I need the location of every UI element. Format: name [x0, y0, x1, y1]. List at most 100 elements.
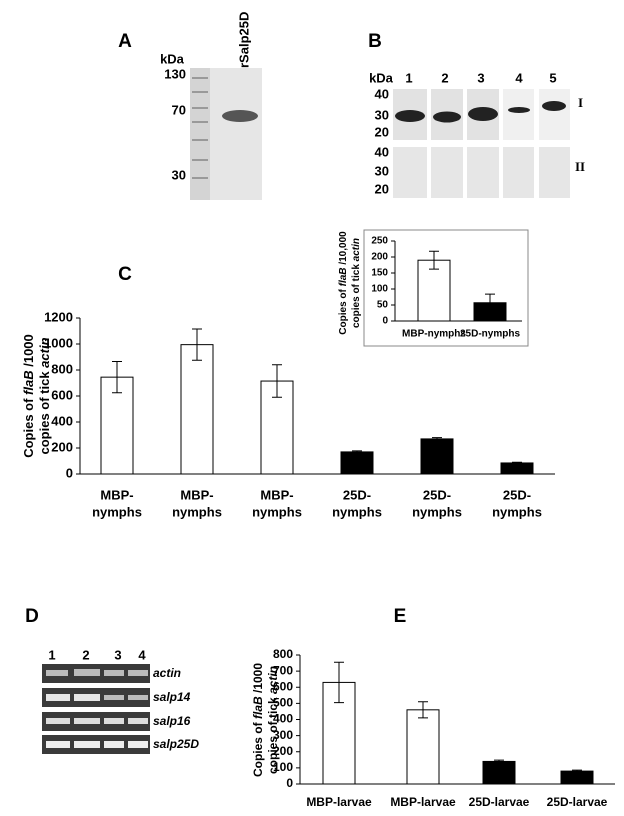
y-tick-label: 800 — [273, 647, 293, 661]
y-tick-label: 0 — [382, 316, 388, 327]
y-tick-label: 0 — [286, 776, 293, 790]
error-bar — [334, 661, 344, 704]
y-tick-label: 400 — [273, 712, 293, 726]
error-bar — [485, 293, 495, 312]
panel-label: B — [368, 31, 382, 52]
x-tick-label: MBP- — [260, 487, 293, 502]
y-axis-label-part: /10,000 — [338, 231, 349, 268]
x-tick-label: 25D-larvae — [547, 795, 608, 809]
error-bar — [272, 364, 282, 398]
x-tick-label: nymphs — [252, 504, 302, 519]
y-axis-label-part: Copies of — [21, 395, 36, 458]
y-tick-label: 100 — [273, 760, 293, 774]
y-tick-label: 500 — [273, 696, 293, 710]
panel-label: D — [25, 606, 39, 627]
y-axis-label-part: /1000 — [21, 334, 36, 370]
gene-label: salp25D — [153, 737, 199, 751]
y-axis-label-part: copies of tick — [266, 694, 280, 774]
error-bar — [192, 328, 202, 361]
y-tick-label: 200 — [371, 252, 388, 263]
error-bar — [418, 701, 428, 719]
panel-label: E — [394, 606, 407, 627]
error-bar — [572, 769, 582, 773]
y-axis-label: Copies of flaB /10,000 — [338, 231, 349, 335]
error-bar — [432, 437, 442, 441]
panel-label: A — [118, 31, 132, 52]
y-tick-label: 50 — [377, 300, 389, 311]
lane-number: 2 — [441, 70, 448, 85]
bar — [417, 259, 451, 322]
gel — [190, 68, 262, 200]
x-tick-label: nymphs — [332, 504, 382, 519]
x-tick-label: MBP-nymphs — [402, 329, 466, 340]
x-tick-label: nymphs — [92, 504, 142, 519]
y-axis-label-part: actin — [266, 666, 280, 694]
y-axis-label: copies of tick actin — [37, 337, 52, 454]
lane-number: 4 — [138, 647, 146, 662]
y-axis-label-part: flaB — [251, 696, 265, 719]
error-bar — [512, 461, 522, 465]
lane-label: rSalp25D — [236, 12, 251, 68]
row-label: I — [578, 95, 583, 110]
y-axis-label: copies of tick actin — [351, 238, 362, 328]
bar — [560, 770, 594, 785]
marker-unit: kDa — [160, 51, 185, 66]
gene-label: salp16 — [153, 714, 191, 728]
y-axis-label-part: /1000 — [251, 663, 265, 697]
lane-number: 1 — [48, 647, 55, 662]
lane-number: 4 — [515, 70, 523, 85]
gel — [42, 664, 150, 754]
gene-label: salp14 — [153, 690, 191, 704]
y-tick-label: 700 — [273, 663, 293, 677]
gene-label: actin — [153, 666, 181, 680]
blot — [393, 89, 570, 198]
marker-label: 30 — [172, 167, 186, 182]
y-axis-label-part: actin — [37, 337, 52, 367]
x-tick-label: 25D- — [343, 487, 371, 502]
lane-number: 3 — [114, 647, 121, 662]
marker-label: 30 — [375, 163, 389, 178]
error-bar — [112, 361, 122, 394]
y-axis-label: Copies of flaB /1000 — [21, 334, 36, 458]
lane-number: 1 — [405, 70, 412, 85]
marker-label: 130 — [164, 66, 186, 81]
y-axis-label-part: actin — [351, 238, 362, 261]
lane-number: 5 — [549, 70, 556, 85]
y-tick-label: 150 — [371, 268, 388, 279]
x-tick-label: 25D-larvae — [469, 795, 530, 809]
y-axis-label-part: copies of tick — [37, 368, 52, 455]
x-tick-label: 25D-nymphs — [460, 329, 520, 340]
y-tick-label: 600 — [51, 387, 73, 402]
bar — [420, 438, 454, 475]
y-tick-label: 300 — [273, 728, 293, 742]
y-tick-label: 200 — [273, 744, 293, 758]
y-tick-label: 800 — [51, 361, 73, 376]
marker-label: 20 — [375, 181, 389, 196]
inset-frame — [363, 229, 529, 347]
y-tick-label: 200 — [51, 439, 73, 454]
error-bar — [429, 250, 439, 270]
x-tick-label: MBP-larvae — [306, 795, 372, 809]
marker-label: 20 — [375, 124, 389, 139]
bar — [482, 760, 516, 785]
y-axis-label-part: Copies of — [251, 719, 265, 777]
x-tick-label: MBP-larvae — [390, 795, 456, 809]
y-tick-label: 1200 — [44, 309, 73, 324]
marker-label: 70 — [172, 102, 186, 117]
y-axis-label-part: flaB — [21, 370, 36, 395]
lane-number: 3 — [477, 70, 484, 85]
x-tick-label: nymphs — [492, 504, 542, 519]
bar — [340, 451, 374, 475]
marker-label: 30 — [375, 107, 389, 122]
panel-label: C — [118, 264, 132, 285]
y-tick-label: 0 — [66, 465, 73, 480]
y-axis-label-part: flaB — [338, 267, 349, 286]
bar — [406, 709, 440, 785]
marker-label: 40 — [375, 86, 389, 101]
error-bar — [494, 759, 504, 764]
y-tick-label: 100 — [371, 284, 388, 295]
x-tick-label: nymphs — [172, 504, 222, 519]
x-tick-label: nymphs — [412, 504, 462, 519]
y-tick-label: 600 — [273, 679, 293, 693]
